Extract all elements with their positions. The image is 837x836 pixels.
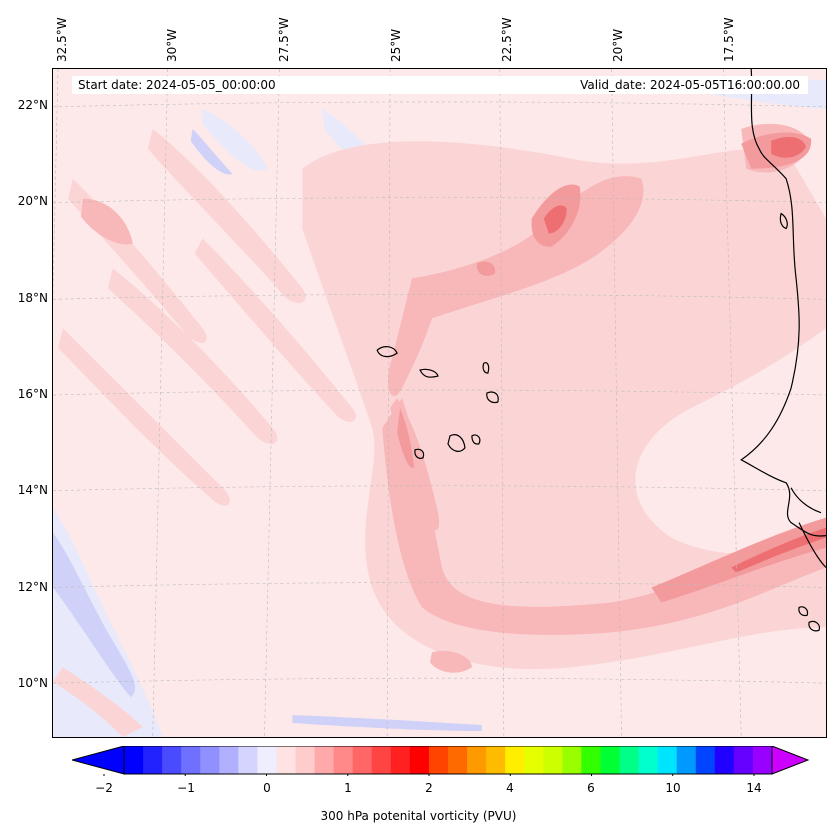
coast-island-5: [447, 434, 466, 452]
tick-label-2: 2: [425, 781, 433, 795]
colorbar-title: 300 hPa potenital vorticity (PVU): [320, 809, 517, 823]
colorbar-swatch: [238, 746, 258, 774]
colorbar-swatch: [428, 746, 449, 774]
lon-label-20w: 20°W: [611, 28, 625, 62]
colorbar-swatch: [143, 746, 163, 774]
colorbar-swatch: [390, 746, 411, 774]
lon-label-25w: 25°W: [389, 28, 403, 62]
colorbar-swatch: [581, 746, 601, 774]
streak-w-1: [57, 328, 230, 506]
streak-sw: [53, 667, 143, 737]
colorbar-swatch: [600, 746, 621, 774]
graticule: [53, 69, 826, 737]
coast-island-10: [808, 620, 821, 632]
red-core-east: [771, 136, 807, 158]
tick-label-minus-1: −1: [177, 781, 195, 795]
colorbar-swatch: [524, 746, 544, 774]
colorbar-swatch: [505, 746, 525, 774]
red-core-north: [543, 205, 567, 234]
pink-patch-south-center: [430, 650, 472, 673]
coast-island-1: [376, 346, 398, 358]
lon-label-27-5w: 27.5°W: [277, 17, 291, 62]
colorbar-swatch: [124, 746, 144, 774]
coast-island-7: [414, 448, 425, 459]
tick-label-minus-2: −2: [95, 781, 113, 795]
lat-label-10n: 10°N: [17, 676, 48, 690]
blue-streak-north-2: [202, 108, 268, 171]
pink-patch-nw: [80, 198, 133, 245]
colorbar-swatch: [276, 746, 297, 774]
lat-label-20n: 20°N: [17, 194, 48, 208]
streak-center-w: [194, 238, 356, 422]
colorbar-swatch: [352, 746, 373, 774]
coast-africa: [740, 69, 826, 568]
info-bar: [72, 76, 808, 94]
tick-label-4: 4: [506, 781, 514, 795]
colorbar-swatch: [695, 746, 716, 774]
lat-label-22n: 22°N: [17, 98, 48, 112]
coast-island-3: [482, 362, 490, 374]
lat-label-18n: 18°N: [17, 291, 48, 305]
pink-band-diagonal: [387, 176, 644, 397]
colorbar-swatch: [333, 746, 354, 774]
colorbar-swatch: [409, 746, 430, 774]
colorbar-swatch: [219, 746, 239, 774]
lat-label-16n: 16°N: [17, 387, 48, 401]
lon-label-17-5w: 17.5°W: [722, 17, 736, 62]
pv-contour-map: [53, 69, 826, 737]
colorbar: [72, 746, 810, 776]
valid-date-label: Valid_date: 2024-05-05T16:00:00.00: [580, 78, 800, 92]
colorbar-swatch: [752, 746, 773, 774]
colorbar-swatch: [676, 746, 697, 774]
coast-island-8: [779, 212, 788, 230]
red-band-southeast: [731, 527, 826, 573]
colorbar-swatch: [733, 746, 754, 774]
map-panel: [52, 68, 827, 738]
colorbar-swatch: [543, 746, 563, 774]
coast-island-6: [471, 434, 481, 445]
coast-island-9: [798, 606, 809, 617]
colorbar-swatches: [124, 746, 773, 774]
colorbar-extend-min: [72, 746, 125, 775]
colorbar-swatch: [448, 746, 468, 774]
colorbar-swatch: [562, 746, 582, 774]
blue-region-west-strong: [53, 532, 136, 698]
salmon-spot-north: [476, 261, 496, 276]
salmon-streak-center: [397, 407, 415, 468]
start-date-label: Start date: 2024-05-05_00:00:00: [78, 78, 276, 92]
lon-label-30w: 30°W: [165, 28, 179, 62]
colorbar-swatch: [486, 746, 506, 774]
lat-label-12n: 12°N: [17, 580, 48, 594]
tick-label-6: 6: [587, 781, 595, 795]
colorbar-swatch: [619, 746, 640, 774]
tick-label-10: 10: [665, 781, 681, 795]
colorbar-swatch: [638, 746, 659, 774]
streak-w-2: [107, 268, 278, 444]
coast-island-2: [419, 368, 439, 378]
lon-label-22-5w: 22.5°W: [500, 17, 514, 62]
lon-label-32-5w: 32.5°W: [55, 17, 69, 62]
colorbar-swatch: [162, 746, 182, 774]
streak-nw-2: [147, 128, 306, 303]
colorbar-swatch: [200, 746, 220, 774]
colorbar-swatch: [181, 746, 201, 774]
colorbar-outline: [123, 746, 773, 775]
lat-label-14n: 14°N: [17, 483, 48, 497]
blue-streak-north-1: [190, 128, 233, 175]
colorbar-ticks: [103, 774, 755, 776]
coastline: [376, 69, 826, 632]
colorbar-swatch: [714, 746, 735, 774]
colorbar-swatch: [257, 746, 277, 774]
colorbar-swatch: [657, 746, 678, 774]
colorbar-swatch: [371, 746, 392, 774]
salmon-band-southeast: [651, 517, 826, 603]
colorbar-swatch: [467, 746, 487, 774]
colorbar-swatch: [295, 746, 316, 774]
tick-label-0: 0: [263, 781, 271, 795]
colorbar-swatch: [314, 746, 335, 774]
tick-label-1: 1: [344, 781, 352, 795]
coast-island-4: [486, 391, 499, 404]
tick-label-14: 14: [746, 781, 762, 795]
colorbar-extend-max: [771, 746, 810, 775]
